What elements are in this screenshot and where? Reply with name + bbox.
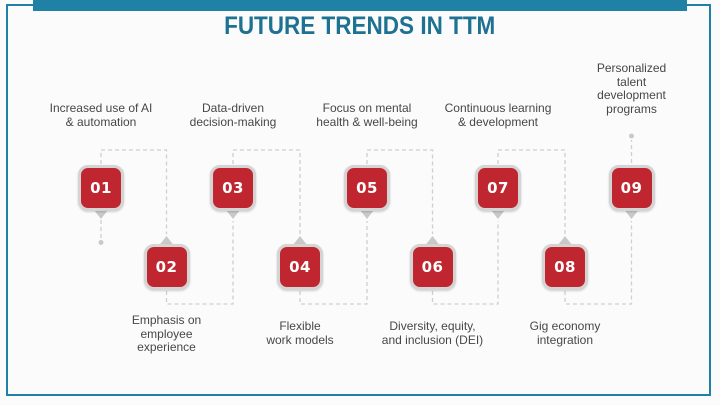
connector-07-08	[497, 149, 566, 234]
step-01-number: 01	[90, 179, 112, 197]
step-07-label: Continuous learning & development	[444, 101, 552, 129]
tail-step-07	[491, 210, 505, 219]
step-04-label: Flexible work models	[266, 319, 334, 347]
step-03-number: 03	[222, 179, 244, 197]
connector-01-02	[100, 149, 168, 234]
step-05-number: 05	[356, 179, 378, 197]
tail-step-09	[624, 210, 639, 219]
step-08-box: 08	[542, 244, 588, 290]
tail-step-08	[558, 236, 572, 245]
step-04-number: 04	[289, 258, 311, 276]
page-title-text: FUTURE TRENDS IN TTM	[224, 12, 496, 40]
step-07-box: 07	[475, 165, 521, 211]
step-03-box: 03	[210, 165, 256, 211]
tail-step-05	[360, 210, 374, 219]
step-08-label: Gig economy integration	[529, 319, 601, 347]
connector-08-09	[564, 221, 633, 305]
step-02-box: 02	[143, 244, 190, 290]
step-02-number: 02	[155, 258, 178, 276]
tail-step-03	[226, 210, 240, 219]
page-title: FUTURE TRENDS IN TTM	[0, 12, 720, 41]
step-06-label: Diversity, equity, and inclusion (DEI)	[381, 319, 484, 347]
start-dot	[98, 240, 104, 245]
step-05-label: Focus on mental health & well-being	[316, 101, 418, 129]
connector-05-06	[366, 149, 434, 234]
step-05-box: 05	[344, 165, 390, 211]
step-09-box: 09	[608, 165, 655, 211]
end-dot	[629, 133, 634, 139]
step-08-number: 08	[554, 258, 576, 276]
step-09-number: 09	[620, 179, 643, 197]
step-02-label: Emphasis on employee experience	[131, 313, 202, 354]
step-06-number: 06	[421, 258, 444, 276]
step-04-box: 04	[277, 244, 323, 290]
step-03-label: Data-driven decision-making	[189, 101, 277, 129]
step-01-label: Increased use of AI & automation	[49, 101, 153, 129]
tail-step-06	[425, 236, 440, 245]
tail-step-01	[94, 210, 108, 219]
step-01-box: 01	[78, 165, 124, 211]
tail-step-04	[293, 236, 307, 245]
connector-04-05	[299, 221, 368, 305]
connector-06-07	[431, 221, 499, 305]
connector-03-04	[232, 149, 301, 234]
tail-step-02	[159, 236, 174, 245]
step-09-label: Personalized talent development programs	[596, 61, 667, 116]
step-06-box: 06	[409, 244, 456, 290]
step-07-number: 07	[487, 179, 509, 197]
connector-02-03	[165, 221, 234, 305]
